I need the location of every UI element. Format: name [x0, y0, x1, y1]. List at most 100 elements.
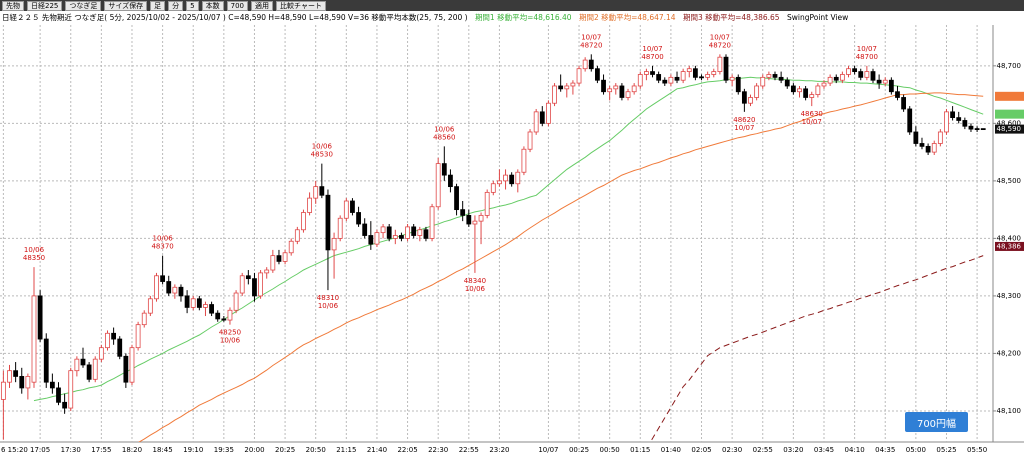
candle-body: [809, 94, 815, 98]
candle-body: [882, 79, 888, 84]
candle-body: [264, 269, 270, 274]
moving-average-line: [138, 92, 984, 442]
toolbar-control[interactable]: 適用: [251, 0, 274, 11]
candle-body: [705, 74, 711, 78]
candle-body: [337, 217, 343, 239]
x-tick-label: 17:55: [91, 446, 111, 454]
candle-body: [974, 128, 980, 131]
candle-body: [117, 338, 123, 357]
candle-body: [319, 186, 325, 196]
candle-body: [895, 91, 900, 98]
x-tick-label: 19:10: [183, 446, 203, 454]
candle-body: [307, 197, 312, 213]
x-tick-label: 20:50: [306, 446, 326, 454]
candle-body: [362, 223, 368, 236]
candle-body: [888, 79, 894, 93]
swing-date: 10/07: [581, 33, 601, 41]
candle-body: [674, 76, 680, 81]
candle-body: [864, 71, 870, 78]
swing-date: 10/07: [642, 45, 662, 53]
candle-body: [0, 381, 6, 400]
candle-body: [735, 76, 741, 93]
ma2-text: 期間2 移動平均=48,647.14: [578, 13, 676, 22]
x-tick-label: 17:05: [30, 446, 50, 454]
candle-body: [533, 111, 539, 133]
toolbar-control[interactable]: 足: [150, 0, 166, 11]
candle-body: [196, 298, 202, 308]
candle-body: [607, 88, 613, 93]
swing-date: 10/06: [318, 302, 339, 310]
x-tick-label: 20:00: [244, 446, 264, 454]
toolbar-control[interactable]: 5: [186, 0, 199, 11]
width-button[interactable]: 700円幅: [905, 412, 968, 432]
candle-body: [190, 298, 196, 308]
candle-body: [7, 370, 12, 383]
swing-value: 48370: [151, 243, 173, 251]
x-tick-label: 00:50: [600, 446, 620, 454]
toolbar-control[interactable]: 分: [168, 0, 184, 11]
toolbar-control[interactable]: 日経225: [27, 0, 63, 11]
candle-body: [662, 79, 668, 84]
candle-body: [711, 71, 717, 75]
toolbar-control[interactable]: 比較チャート: [276, 0, 326, 11]
price-tag-label: 48,386: [997, 242, 1022, 250]
candle-body: [815, 85, 821, 95]
x-tick-label: 21:40: [367, 446, 387, 454]
candle-body: [644, 71, 649, 75]
x-tick-label: 22:55: [459, 446, 479, 454]
candle-body: [723, 56, 729, 81]
candle-body: [472, 220, 478, 225]
candle-body: [760, 76, 766, 87]
candle-body: [772, 74, 778, 78]
ma1-text: 期間1 移動平均=48,616.40: [474, 13, 572, 22]
candle-body: [907, 108, 913, 133]
candle-body: [356, 212, 361, 225]
view-text: SwingPoint View: [786, 13, 849, 22]
candle-body: [980, 128, 986, 131]
candle-body: [92, 358, 98, 380]
swing-date: 10/06: [465, 285, 486, 293]
candle-body: [411, 226, 417, 236]
toolbar-control[interactable]: 700: [226, 0, 249, 11]
toolbar-control[interactable]: 先物: [2, 0, 24, 11]
candle-body: [478, 214, 484, 222]
x-tick-label: 02:30: [722, 446, 742, 454]
swing-value: 48350: [23, 254, 45, 262]
candle-body: [417, 229, 423, 236]
candle-body: [625, 91, 631, 98]
candle-body: [680, 71, 686, 81]
toolbar-control[interactable]: つなぎ足: [65, 0, 102, 11]
toolbar-control[interactable]: サイズ保存: [104, 0, 148, 11]
y-tick-label: 48,300: [997, 292, 1022, 300]
candle-body: [852, 68, 858, 72]
x-tick-label: 23:20: [489, 446, 509, 454]
candle-body: [968, 125, 974, 130]
candle-body: [399, 235, 404, 239]
swing-date: 10/07: [802, 118, 822, 126]
x-tick-label: 02:05: [691, 446, 711, 454]
candle-body: [141, 312, 147, 326]
price-tag-label: 48,590: [997, 125, 1022, 133]
swing-value: 48630: [801, 110, 823, 118]
candle-body: [209, 304, 214, 314]
info-text: 日経２２５ 先物期近 つなぎ足( 5分, 2025/10/02 - 2025/1…: [2, 13, 468, 22]
candle-body: [515, 171, 521, 185]
x-tick-label: 03:20: [783, 446, 803, 454]
x-tick-label: 04:10: [845, 446, 865, 454]
ma-price-tag: [995, 109, 1024, 119]
candle-body: [31, 295, 37, 383]
candle-body: [692, 68, 698, 78]
candle-body: [766, 74, 772, 78]
candle-body: [460, 209, 466, 216]
candle-body: [539, 111, 545, 124]
candle-body: [637, 74, 643, 87]
toolbar-control[interactable]: 本数: [201, 0, 224, 11]
candle-body: [245, 275, 251, 280]
candle-body: [521, 148, 527, 173]
candle-body: [490, 183, 496, 193]
candle-body: [454, 186, 459, 211]
candle-body: [86, 364, 92, 380]
candle-body: [43, 338, 49, 383]
